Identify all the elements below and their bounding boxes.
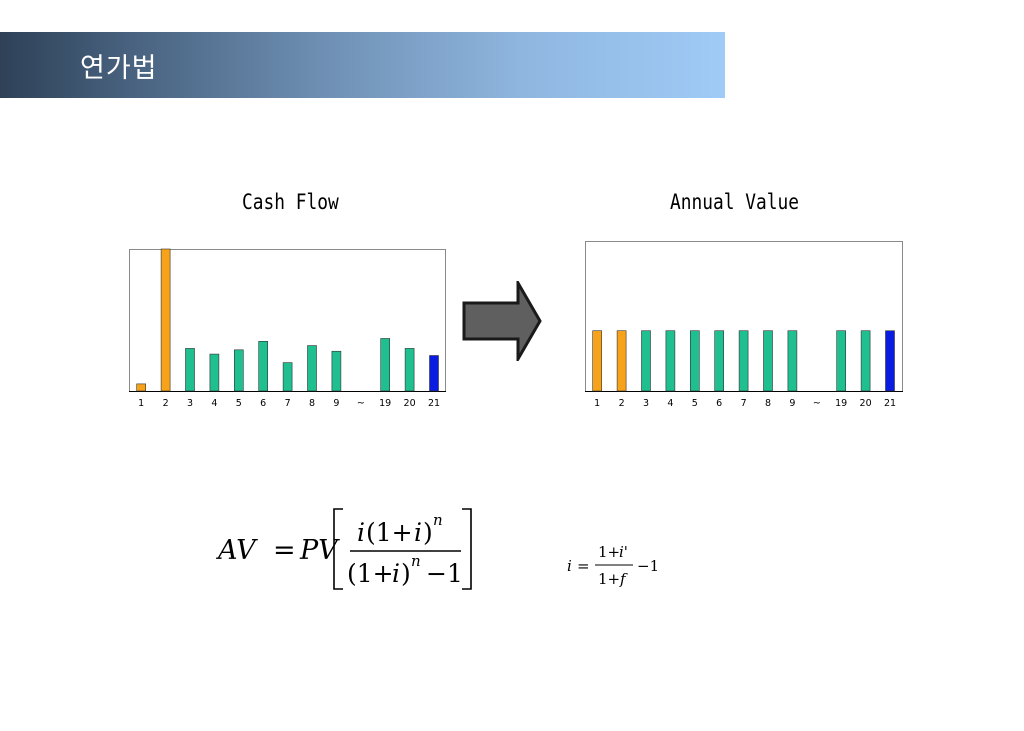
annual-value-tick-label: 2 (619, 398, 625, 409)
formula-av-lhs: AV (215, 535, 258, 566)
annual-value-tick-label: 19 (835, 398, 847, 409)
formula-i-den-one: 1+ (598, 570, 620, 588)
formula-av-den-open: (1+ (347, 559, 394, 588)
formula-av-num-exp: n (433, 511, 443, 529)
annual-value-bar-1 (592, 330, 602, 392)
cash-flow-tick-label: 19 (379, 398, 391, 409)
formula-av-equals: = (273, 535, 296, 566)
annual-value-tick-label: 7 (741, 398, 747, 409)
cash-flow-tick-label: 1 (138, 398, 144, 409)
annual-value-tick-label: 4 (667, 398, 673, 409)
interest-rate-formula: i = 1+ i' 1+ f −1 (567, 538, 677, 598)
annual-value-tick-label: 20 (860, 398, 872, 409)
cash-flow-tick-label: 20 (404, 398, 416, 409)
cash-flow-bar-7 (282, 362, 293, 392)
annual-value-tick-label: 3 (643, 398, 649, 409)
annual-value-bar-2 (616, 330, 627, 392)
cash-flow-tick-label: 21 (428, 398, 440, 409)
cash-flow-tick-label: 9 (333, 398, 339, 409)
formula-av-den-minus: −1 (426, 559, 463, 588)
page-title: 연가법 (80, 53, 158, 84)
annual-value-bar-6 (714, 330, 724, 392)
annual-value-tick-label: 1 (594, 398, 600, 409)
cash-flow-bar-8 (307, 345, 317, 392)
cash-flow-tick-label: ~ (357, 398, 365, 409)
formula-i-lhs: i (567, 557, 572, 575)
formula-i-equals: = (577, 557, 590, 575)
annual-value-bar-21 (885, 330, 895, 392)
formula-i-tail: −1 (637, 557, 659, 575)
formula-i-den-var: f (619, 570, 628, 588)
annual-value-formula: AV = PV i (1+ i ) n (1+ i ) n −1 (215, 505, 478, 602)
right-arrow-icon (462, 281, 542, 361)
formula-av-den-close: ) (401, 559, 411, 588)
formula-i-num-one: 1+ (598, 543, 620, 561)
formula-av-den-i: i (392, 559, 400, 588)
annual-value-bar-5 (690, 330, 700, 392)
cash-flow-tick-label: 5 (236, 398, 242, 409)
annual-value-bar-7 (738, 330, 749, 392)
cash-flow-bar-21 (429, 355, 439, 392)
annual-value-tick-label: 5 (692, 398, 698, 409)
cash-flow-bar-4 (209, 353, 220, 392)
cash-flow-tick-label: 6 (260, 398, 266, 409)
formula-av-num-paren: (1+ (366, 518, 413, 547)
cash-flow-bar-19 (380, 338, 390, 392)
cash-flow-bar-6 (258, 341, 268, 392)
annual-value-bar-8 (763, 330, 773, 392)
chart-title-cash-flow: Cash Flow (242, 190, 339, 214)
formula-av-num-i: i (357, 518, 365, 547)
cash-flow-bar-5 (234, 349, 244, 392)
cash-flow-bar-20 (404, 348, 415, 392)
formula-av-den-exp: n (411, 552, 421, 570)
annual-value-bar-9 (787, 330, 798, 392)
annual-value-tick-label: ~ (813, 398, 821, 409)
formula-av-num-close: ) (423, 518, 433, 547)
formula-i-num-var: i' (619, 543, 628, 561)
annual-value-bar-19 (836, 330, 846, 392)
header-bar (0, 32, 725, 98)
annual-value-tick-label: 6 (716, 398, 722, 409)
annual-value-bar-4 (665, 330, 676, 392)
cash-flow-bar-1 (136, 383, 146, 392)
chart-title-annual-value: Annual Value (670, 190, 799, 214)
cash-flow-tick-label: 4 (211, 398, 217, 409)
annual-value-chart: 1 2 3 4 5 6 7 8 9 ~19 20 21 (585, 241, 903, 409)
cash-flow-bar-9 (331, 350, 342, 392)
cash-flow-chart: 1 2 3 4 5 6 7 8 9 ~19 20 21 (129, 248, 446, 409)
annual-value-tick-label: 9 (789, 398, 795, 409)
annual-value-bar-20 (860, 330, 871, 392)
annual-value-bar-3 (641, 330, 651, 392)
annual-value-tick-label: 8 (765, 398, 771, 409)
annual-value-tick-label: 21 (884, 398, 896, 409)
cash-flow-tick-label: 3 (187, 398, 193, 409)
cash-flow-bar-3 (185, 348, 195, 392)
formula-av-num-i2: i (414, 518, 422, 547)
cash-flow-tick-label: 8 (309, 398, 315, 409)
cash-flow-tick-label: 7 (285, 398, 291, 409)
cash-flow-tick-label: 2 (163, 398, 169, 409)
cash-flow-bar-2 (160, 248, 171, 392)
